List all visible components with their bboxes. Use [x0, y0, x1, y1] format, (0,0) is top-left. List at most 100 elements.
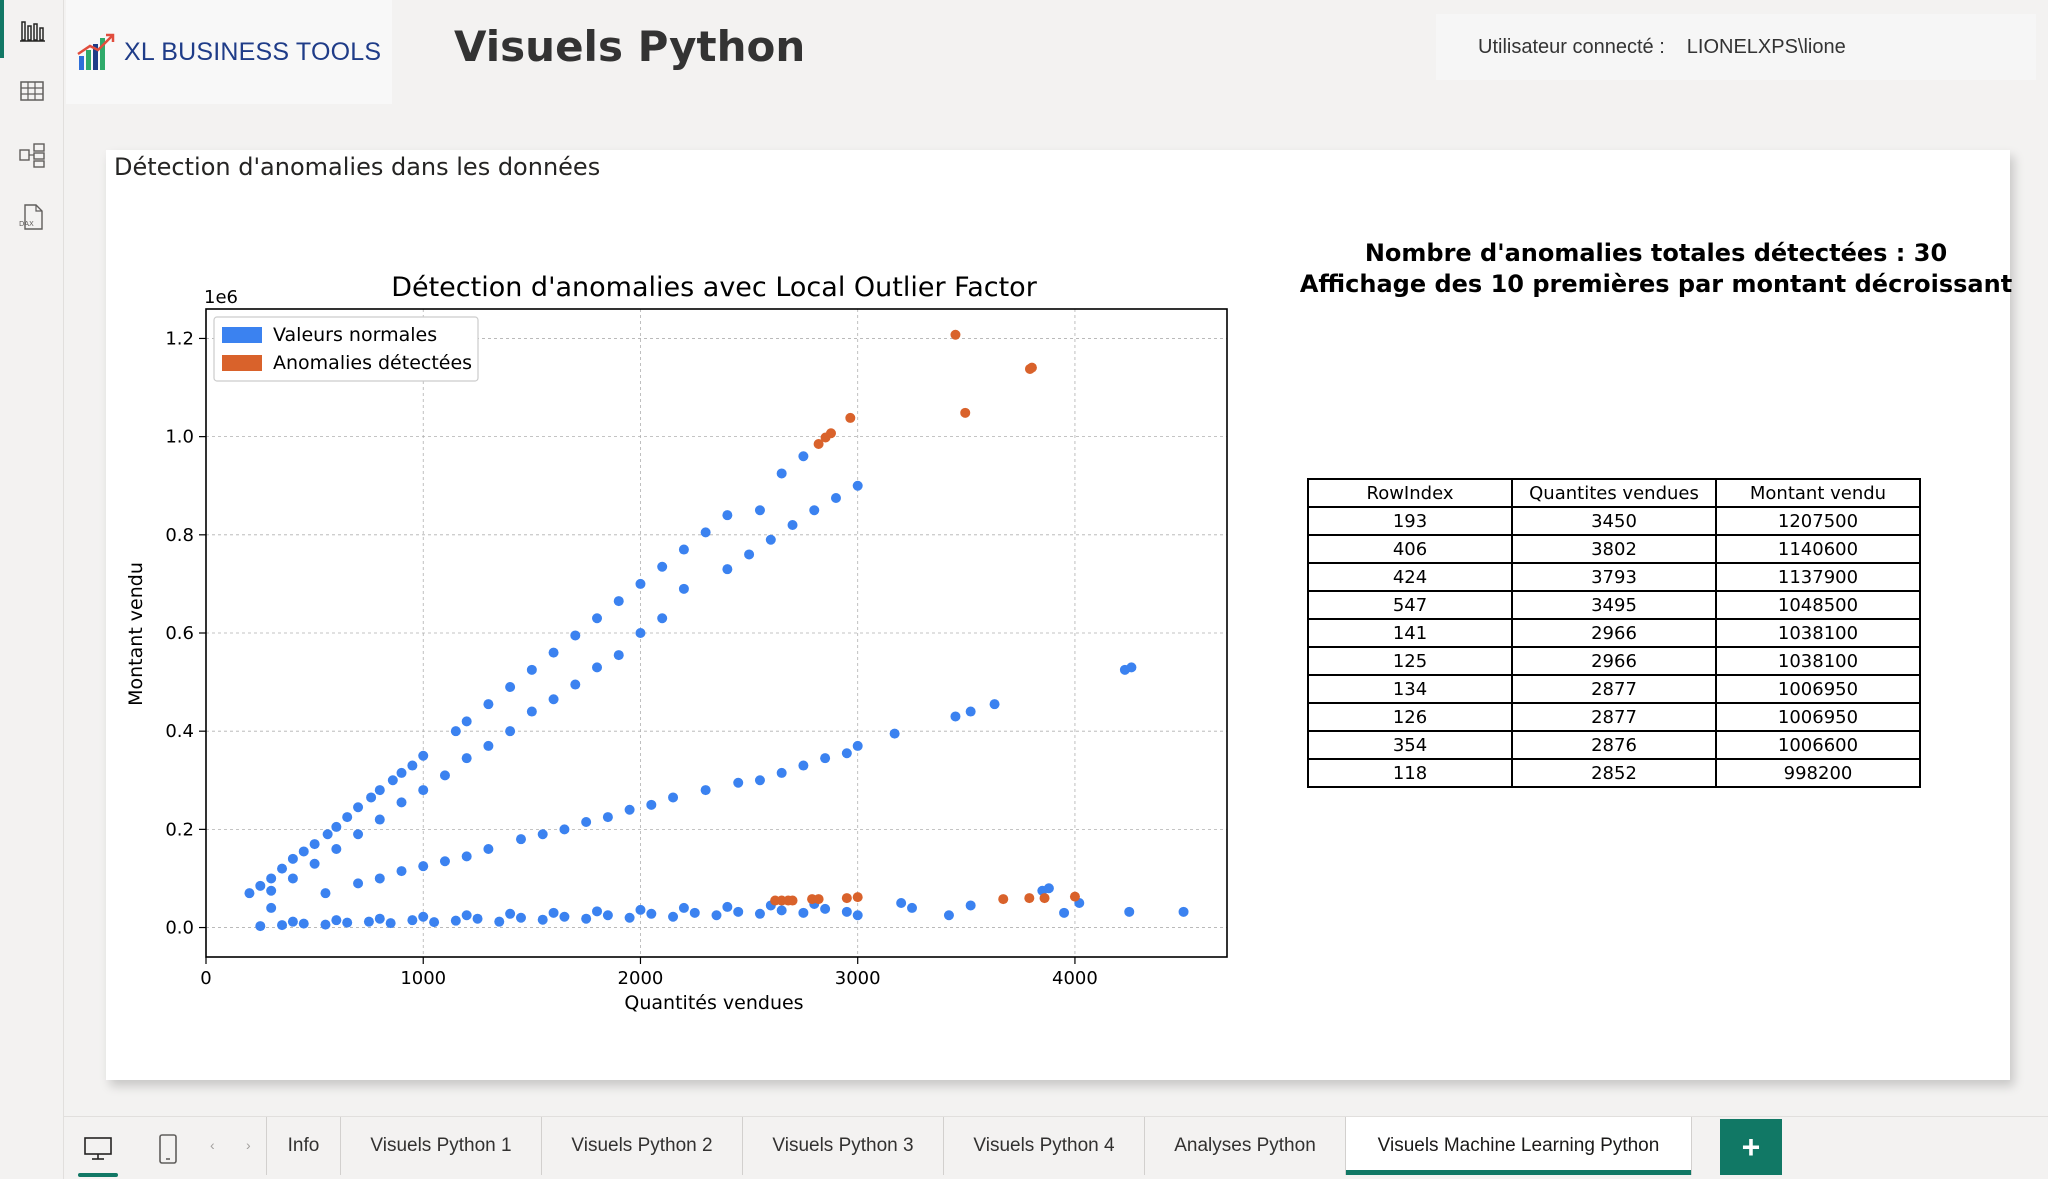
normal-point — [657, 613, 668, 624]
normal-point — [537, 914, 548, 925]
normal-point — [353, 829, 364, 840]
table-cell: 2852 — [1511, 758, 1717, 788]
y-tick-label: 0.4 — [165, 721, 194, 742]
logo-chart-icon — [77, 33, 115, 70]
y-tick-label: 0.2 — [165, 819, 194, 840]
normal-point — [1124, 906, 1135, 917]
normal-point — [374, 873, 385, 884]
normal-point — [461, 753, 472, 764]
table-cell: 141 — [1307, 618, 1513, 648]
tab-visuels-python-4[interactable]: Visuels Python 4 — [943, 1117, 1144, 1175]
normal-point — [820, 753, 831, 764]
normal-point — [548, 694, 559, 705]
chevron-left-icon[interactable]: ‹ — [210, 1137, 215, 1153]
table-header-row: RowIndex Quantites vendues Montant vendu — [1307, 478, 1921, 508]
page-title: Visuels Python — [454, 22, 806, 71]
chevron-right-icon[interactable]: › — [246, 1137, 251, 1153]
table-cell: 1006950 — [1715, 702, 1921, 732]
normal-point — [1126, 662, 1137, 673]
table-row: 134 2877 1006950 — [1307, 674, 1921, 704]
x-tick-label: 0 — [200, 968, 211, 989]
report-view-button[interactable] — [0, 0, 64, 62]
table-cell: 1006950 — [1715, 674, 1921, 704]
anomaly-point — [1024, 363, 1035, 374]
tab-visuels-machine-learning-python[interactable]: Visuels Machine Learning Python — [1345, 1117, 1692, 1175]
normal-point — [722, 564, 733, 575]
normal-point — [787, 520, 798, 530]
model-view-button[interactable] — [0, 124, 64, 186]
tab-visuels-python-1[interactable]: Visuels Python 1 — [340, 1117, 541, 1175]
normal-point — [678, 902, 689, 913]
normal-point — [711, 910, 722, 921]
normal-point — [1059, 907, 1070, 918]
normal-point — [809, 505, 820, 516]
normal-point — [733, 777, 744, 788]
add-page-button[interactable]: + — [1720, 1119, 1782, 1175]
normal-point — [387, 775, 398, 786]
table-row: 406 3802 1140600 — [1307, 534, 1921, 564]
normal-point — [439, 770, 450, 781]
normal-point — [396, 767, 407, 778]
normal-point — [374, 785, 385, 796]
x-tick-label: 4000 — [1052, 968, 1098, 989]
anomaly-point — [845, 412, 856, 423]
y-tick-label: 0.6 — [165, 623, 194, 644]
anomaly-visual-card[interactable]: Détection d'anomalies dans les données D… — [106, 150, 2012, 1080]
legend-anomaly-label: Anomalies détectées — [273, 352, 472, 374]
normal-point — [852, 480, 863, 491]
anomaly-point — [813, 894, 824, 905]
normal-point — [461, 910, 472, 921]
normal-point — [322, 829, 333, 840]
mobile-layout-button[interactable] — [146, 1127, 190, 1171]
normal-point — [798, 760, 809, 771]
normal-point — [678, 544, 689, 555]
card-title: Détection d'anomalies dans les données — [114, 153, 601, 181]
table-cell: 3495 — [1511, 590, 1717, 620]
table-row: 141 2966 1038100 — [1307, 618, 1921, 648]
table-cell: 1006600 — [1715, 730, 1921, 760]
normal-point — [841, 748, 852, 759]
normal-point — [287, 873, 298, 884]
table-view-button[interactable] — [0, 60, 64, 122]
normal-point — [244, 888, 255, 899]
normal-point — [744, 549, 755, 560]
x-axis-label: Quantités vendues — [624, 992, 803, 1014]
tab-info[interactable]: Info — [266, 1117, 340, 1175]
company-logo: XL BUSINESS TOOLS — [66, 0, 392, 104]
dax-query-button[interactable]: DAX — [0, 186, 64, 248]
y-axis-label: Montant vendu — [125, 562, 147, 706]
table-cell: 1048500 — [1715, 590, 1921, 620]
normal-point — [943, 910, 954, 921]
top-anomalies-table: RowIndex Quantites vendues Montant vendu… — [1307, 478, 1921, 788]
normal-point — [287, 853, 298, 864]
normal-point — [526, 706, 537, 717]
normal-point — [896, 898, 907, 908]
desktop-layout-button[interactable] — [76, 1127, 120, 1177]
legend-swatch-anomaly — [222, 355, 262, 371]
tab-analyses-python[interactable]: Analyses Python — [1144, 1117, 1345, 1175]
normal-point — [841, 906, 852, 917]
normal-point — [450, 915, 461, 926]
normal-point — [559, 911, 570, 922]
table-cell: 2877 — [1511, 674, 1717, 704]
y-tick-label: 1.2 — [165, 328, 194, 349]
normal-point — [722, 901, 733, 912]
table-cell: 3802 — [1511, 534, 1717, 564]
normal-point — [494, 916, 505, 927]
tab-visuels-python-2[interactable]: Visuels Python 2 — [541, 1117, 742, 1175]
model-view-icon — [19, 143, 45, 168]
page-tab-bar: ‹ › Info Visuels Python 1 Visuels Python… — [64, 1116, 2048, 1179]
y-tick-label: 1.0 — [165, 427, 194, 448]
table-row: 424 3793 1137900 — [1307, 562, 1921, 592]
normal-point — [668, 911, 679, 922]
normal-point — [820, 903, 831, 914]
tab-visuels-python-3[interactable]: Visuels Python 3 — [742, 1117, 943, 1175]
normal-point — [889, 728, 900, 739]
table-cell: 126 — [1307, 702, 1513, 732]
logo-text: XL BUSINESS TOOLS — [124, 37, 382, 66]
summary-line-1: Nombre d'anomalies totales détectées : 3… — [1364, 239, 1948, 267]
normal-point — [353, 802, 364, 813]
table-row: 118 2852 998200 — [1307, 758, 1921, 788]
normal-point — [989, 699, 1000, 710]
normal-point — [559, 824, 570, 835]
